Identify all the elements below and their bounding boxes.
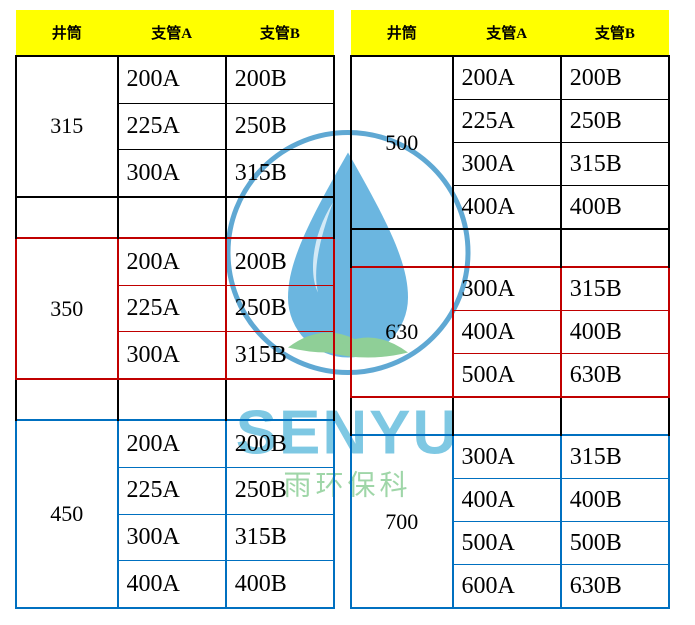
cell-pipe-b: 200B <box>226 238 334 285</box>
cell-pipe-a: 300A <box>453 267 561 311</box>
column-header: 支管B <box>561 10 669 56</box>
cell-pipe-a: 400A <box>118 561 226 608</box>
cell-pipe-b: 200B <box>561 56 669 100</box>
cell-pipe-a: 225A <box>118 285 226 332</box>
cell-pipe-b: 630B <box>561 565 669 609</box>
table-row: 700300A315B <box>351 435 669 479</box>
cell-pipe-b: 250B <box>561 100 669 143</box>
cell-pipe-b: 315B <box>561 143 669 186</box>
cell-pipe-a: 200A <box>118 238 226 285</box>
cell-pipe-a: 600A <box>453 565 561 609</box>
cell-pipe-a: 300A <box>118 514 226 561</box>
group-label: 315 <box>16 56 118 197</box>
cell-pipe-b: 400B <box>561 311 669 354</box>
cell-pipe-b: 200B <box>226 420 334 467</box>
cell-pipe-b: 200B <box>226 56 334 103</box>
cell-pipe-b: 315B <box>561 435 669 479</box>
cell-pipe-b: 250B <box>226 285 334 332</box>
cell-pipe-a: 400A <box>453 479 561 522</box>
spacer-row <box>351 397 669 435</box>
column-header: 支管B <box>226 10 334 56</box>
cell-pipe-a: 300A <box>118 332 226 379</box>
column-header: 支管A <box>453 10 561 56</box>
table-row: 450200A200B <box>16 420 334 467</box>
right-table: 井筒支管A支管B500200A200B225A250B300A315B400A4… <box>350 10 670 609</box>
spacer-row <box>16 379 334 420</box>
cell-pipe-b: 400B <box>226 561 334 608</box>
group-label: 500 <box>351 56 453 229</box>
cell-pipe-a: 225A <box>118 103 226 150</box>
cell-pipe-a: 225A <box>118 468 226 515</box>
cell-pipe-b: 250B <box>226 103 334 150</box>
cell-pipe-b: 500B <box>561 522 669 565</box>
cell-pipe-b: 250B <box>226 468 334 515</box>
cell-pipe-b: 400B <box>561 479 669 522</box>
table-row: 350200A200B <box>16 238 334 285</box>
cell-pipe-a: 200A <box>118 420 226 467</box>
spacer-row <box>351 229 669 267</box>
cell-pipe-b: 315B <box>226 150 334 197</box>
cell-pipe-b: 400B <box>561 186 669 230</box>
group-label: 350 <box>16 238 118 379</box>
group-label: 700 <box>351 435 453 608</box>
cell-pipe-a: 200A <box>453 56 561 100</box>
cell-pipe-b: 315B <box>561 267 669 311</box>
column-header: 井筒 <box>16 10 118 56</box>
group-label: 450 <box>16 420 118 608</box>
cell-pipe-a: 500A <box>453 522 561 565</box>
cell-pipe-a: 200A <box>118 56 226 103</box>
cell-pipe-a: 300A <box>453 143 561 186</box>
cell-pipe-a: 500A <box>453 354 561 398</box>
tables-container: 井筒支管A支管B315200A200B225A250B300A315B35020… <box>0 0 695 619</box>
cell-pipe-a: 300A <box>453 435 561 479</box>
cell-pipe-b: 315B <box>226 514 334 561</box>
cell-pipe-a: 400A <box>453 186 561 230</box>
left-table: 井筒支管A支管B315200A200B225A250B300A315B35020… <box>15 10 335 609</box>
cell-pipe-a: 400A <box>453 311 561 354</box>
table-row: 315200A200B <box>16 56 334 103</box>
group-label: 630 <box>351 267 453 397</box>
spacer-row <box>16 197 334 238</box>
table-row: 630300A315B <box>351 267 669 311</box>
cell-pipe-a: 300A <box>118 150 226 197</box>
cell-pipe-a: 225A <box>453 100 561 143</box>
column-header: 井筒 <box>351 10 453 56</box>
table-row: 500200A200B <box>351 56 669 100</box>
cell-pipe-b: 630B <box>561 354 669 398</box>
column-header: 支管A <box>118 10 226 56</box>
cell-pipe-b: 315B <box>226 332 334 379</box>
